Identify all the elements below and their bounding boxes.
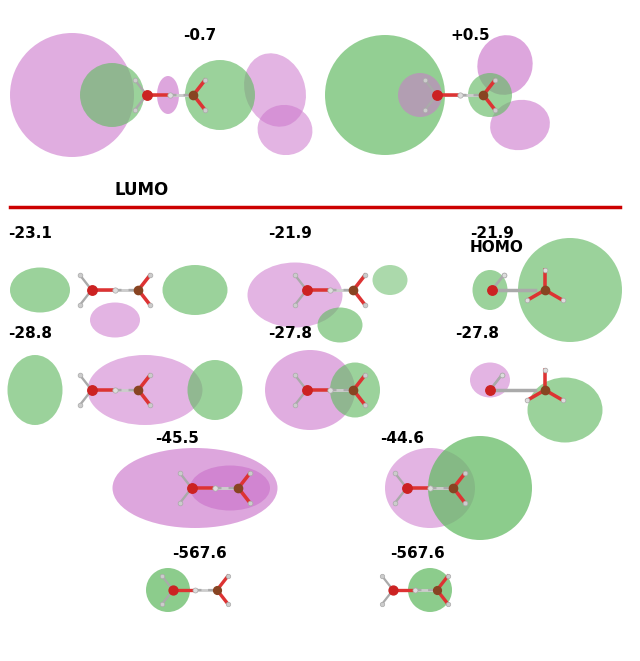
Ellipse shape [190, 465, 270, 510]
Text: HOMO: HOMO [470, 240, 524, 255]
Text: -567.6: -567.6 [172, 546, 227, 561]
Ellipse shape [472, 270, 508, 310]
Ellipse shape [372, 265, 408, 295]
Text: -21.9: -21.9 [268, 226, 312, 241]
Circle shape [146, 568, 190, 612]
Circle shape [428, 436, 532, 540]
Text: +0.5: +0.5 [450, 28, 490, 43]
Text: -0.7: -0.7 [183, 28, 216, 43]
Ellipse shape [88, 355, 202, 425]
Ellipse shape [248, 262, 342, 327]
Text: -23.1: -23.1 [8, 226, 52, 241]
Ellipse shape [90, 303, 140, 338]
Circle shape [518, 238, 622, 342]
Text: -28.8: -28.8 [8, 326, 52, 341]
Text: -44.6: -44.6 [380, 431, 424, 446]
Ellipse shape [490, 100, 550, 150]
Ellipse shape [317, 307, 362, 342]
Circle shape [10, 33, 134, 157]
Ellipse shape [527, 377, 602, 442]
Text: -45.5: -45.5 [155, 431, 199, 446]
Ellipse shape [10, 268, 70, 313]
Circle shape [325, 35, 445, 155]
Ellipse shape [470, 362, 510, 397]
Ellipse shape [8, 355, 63, 425]
Ellipse shape [265, 350, 355, 430]
Circle shape [80, 63, 144, 127]
Circle shape [408, 568, 452, 612]
Ellipse shape [330, 362, 380, 418]
Text: -27.8: -27.8 [455, 326, 499, 341]
Ellipse shape [257, 105, 312, 155]
Text: -21.9: -21.9 [470, 226, 514, 241]
Text: -27.8: -27.8 [268, 326, 312, 341]
Ellipse shape [113, 448, 278, 528]
Ellipse shape [385, 448, 475, 528]
Ellipse shape [163, 265, 227, 315]
Text: -567.6: -567.6 [390, 546, 445, 561]
Circle shape [185, 60, 255, 130]
Ellipse shape [188, 360, 243, 420]
Ellipse shape [477, 35, 532, 95]
Ellipse shape [244, 54, 306, 127]
Circle shape [398, 73, 442, 117]
Text: LUMO: LUMO [115, 181, 169, 199]
Circle shape [468, 73, 512, 117]
Ellipse shape [157, 76, 179, 114]
